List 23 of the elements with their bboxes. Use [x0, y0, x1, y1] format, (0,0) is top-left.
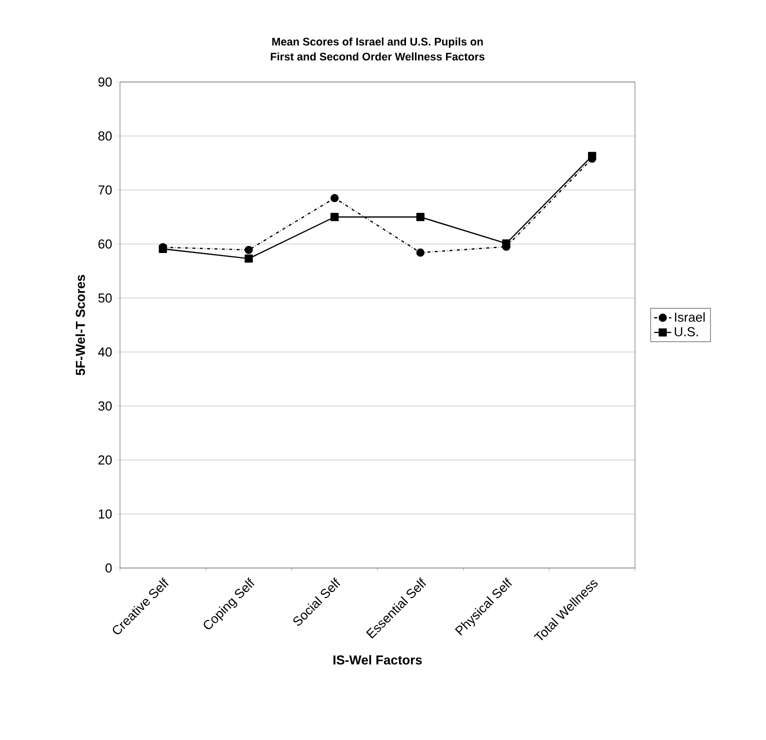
y-tick-label: 40 [98, 347, 112, 357]
chart-title: Mean Scores of Israel and U.S. Pupils on First and Second Order Wellness Factors [270, 38, 484, 60]
point [416, 248, 424, 257]
y-tick-label: 20 [98, 455, 112, 465]
y-tick-label: 70 [98, 185, 112, 195]
y-tick-label: 0 [106, 563, 112, 573]
y-tick-label: 30 [98, 401, 112, 411]
point [330, 212, 339, 222]
point [330, 194, 339, 202]
x-axis-title: IS-Wel Factors [333, 655, 422, 665]
y-axis-title: 5F-Wel-T Scores [75, 274, 85, 376]
point [502, 239, 510, 248]
y-tick-label: 10 [98, 509, 112, 519]
y-tick-label: 50 [98, 293, 112, 303]
point [416, 212, 424, 222]
point [244, 246, 253, 254]
legend-label: Israel [675, 312, 705, 322]
point [588, 152, 596, 160]
y-tick-label: 60 [98, 239, 112, 249]
legend-label: U.S. [674, 327, 698, 336]
y-tick-label: 80 [98, 131, 112, 141]
point [244, 254, 253, 263]
y-tick-label: 90 [98, 77, 112, 87]
